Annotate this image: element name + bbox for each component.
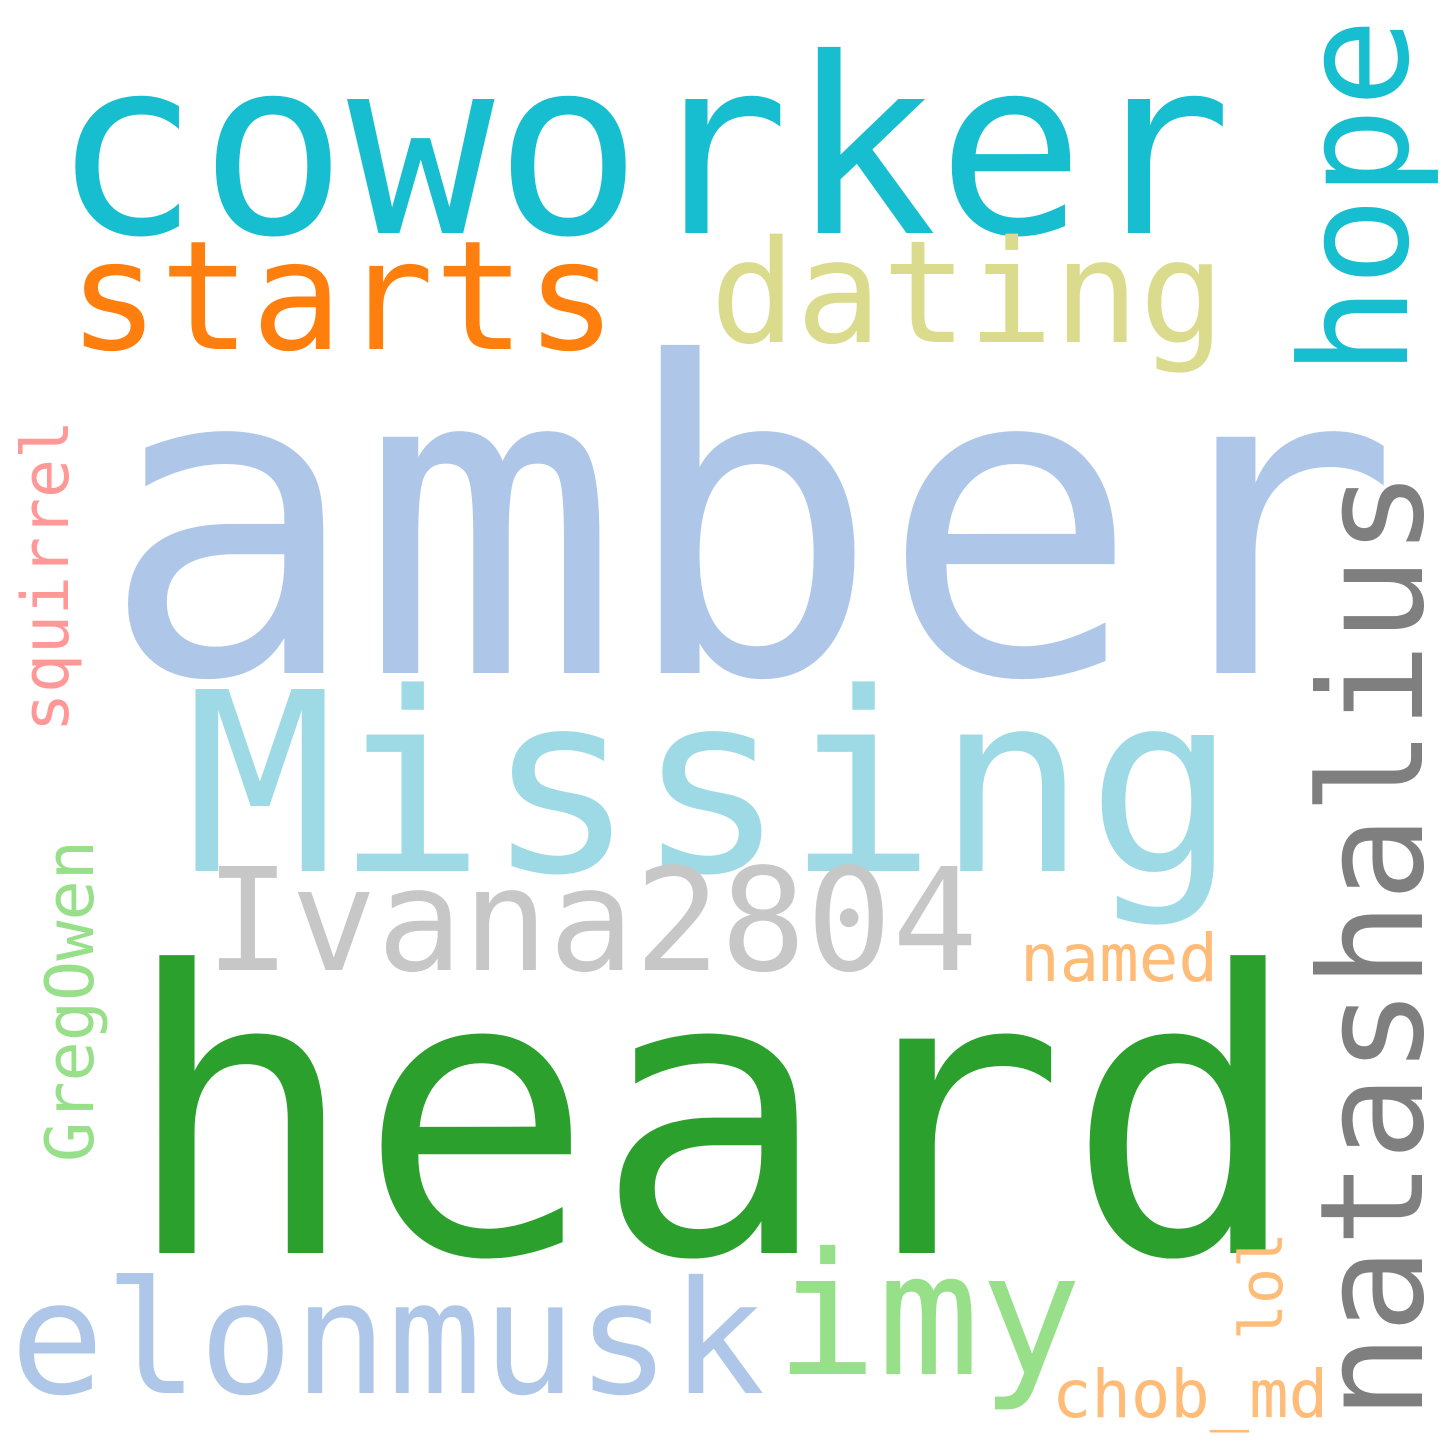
word-chob-md: chob_md [1052, 1357, 1329, 1434]
word-amber: amber [100, 271, 1401, 775]
word-dating: dating [710, 209, 1226, 376]
word-missing: Missing [185, 639, 1238, 931]
word-starts: starts [68, 207, 618, 385]
word-hope: hope [1270, 18, 1440, 376]
word-natashalius: natashalius [1289, 469, 1440, 1420]
word-elonmusk: elonmusk [10, 1246, 766, 1430]
word-heard: heard [122, 890, 1303, 1347]
word-ivana2804: Ivana2804 [205, 837, 978, 1004]
word-gregowen: GregOwen [31, 839, 110, 1162]
word-coworker: coworker [52, 5, 1233, 291]
word-squirrel: squirrel [8, 420, 84, 732]
word-named: named [1020, 920, 1218, 997]
word-imy: imy [775, 1216, 1083, 1415]
word-lol: lol [1226, 1231, 1297, 1340]
